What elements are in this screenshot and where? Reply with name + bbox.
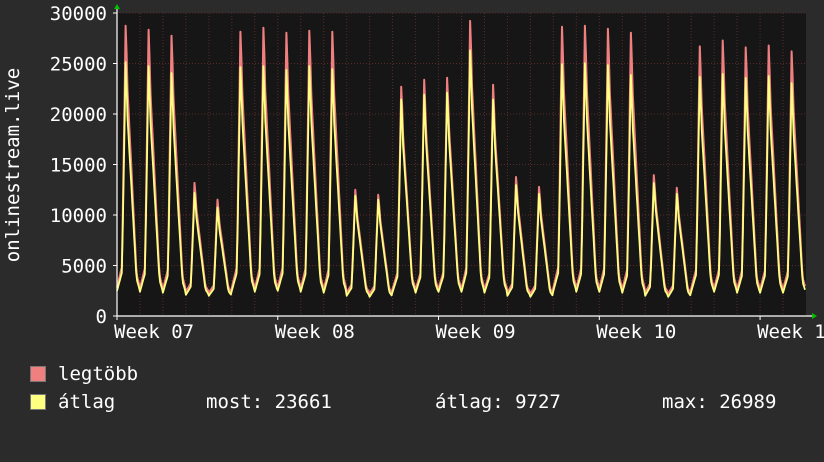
x-tick-label: Week 11 — [757, 321, 824, 343]
stat-now: most: 23661 — [206, 391, 332, 413]
y-axis-title: onlinestream.live — [2, 68, 24, 262]
y-tick-label: 0 — [96, 306, 107, 328]
legend-item-avg: átlag — [30, 390, 115, 462]
stat-average: átlag: 9727 — [435, 391, 561, 413]
legend-swatch-max — [30, 366, 46, 382]
x-tick-label: Week 09 — [436, 321, 516, 343]
y-tick-label: 10000 — [50, 205, 107, 227]
y-tick-label: 15000 — [50, 155, 107, 177]
x-tick-label: Week 10 — [596, 321, 676, 343]
y-axis-arrow — [114, 4, 120, 9]
y-tick-label: 5000 — [61, 256, 107, 278]
series-line-1 — [116, 49, 806, 298]
y-tick-label: 20000 — [50, 104, 107, 126]
legend-label-avg: átlag — [58, 391, 116, 413]
x-axis-arrow — [812, 313, 817, 319]
y-tick-label: 30000 — [50, 3, 107, 25]
y-tick-label: 25000 — [50, 54, 107, 76]
chart: 0 5000 10000 15000 20000 25000 30000 Week 07 Wee… — [2, 3, 824, 343]
legend-item-max: legtöbb — [30, 362, 138, 434]
legend-label-max: legtöbb — [58, 363, 139, 385]
x-tick-label: Week 07 — [114, 321, 194, 343]
x-tick-label: Week 08 — [275, 321, 355, 343]
stat-max: max: 26989 — [662, 391, 777, 413]
legend-swatch-avg — [30, 394, 46, 410]
